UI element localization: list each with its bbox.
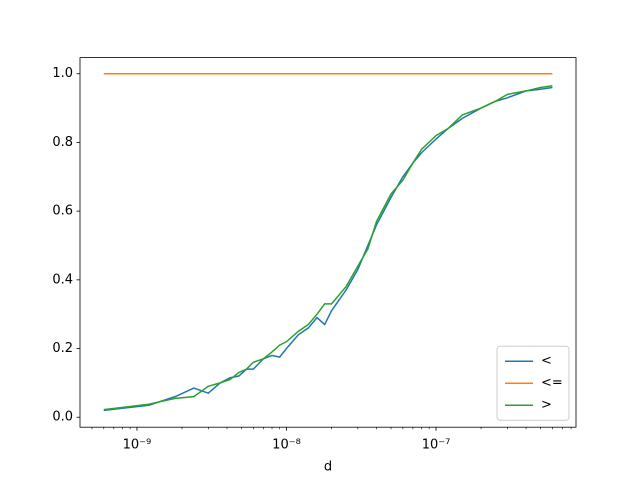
y-tick-label: 1.0: [52, 66, 73, 81]
legend-label: <: [541, 354, 552, 369]
y-tick-label: 0.4: [52, 272, 73, 287]
x-tick-label: 10⁻⁷: [422, 438, 451, 453]
line-series: [103, 85, 553, 411]
legend-label: <=: [541, 376, 563, 391]
x-tick-label: 10⁻⁹: [123, 438, 152, 453]
plot-frame: [79, 57, 577, 428]
y-tick-label: 0.0: [52, 410, 73, 425]
y-tick-label: 0.6: [52, 204, 73, 219]
line-series: [103, 86, 553, 412]
legend-label: >: [541, 398, 552, 413]
x-axis-label: d: [324, 460, 332, 475]
y-tick-label: 0.2: [52, 341, 73, 356]
x-tick-label: 10⁻⁸: [272, 438, 301, 453]
y-tick-label: 0.8: [52, 135, 73, 150]
